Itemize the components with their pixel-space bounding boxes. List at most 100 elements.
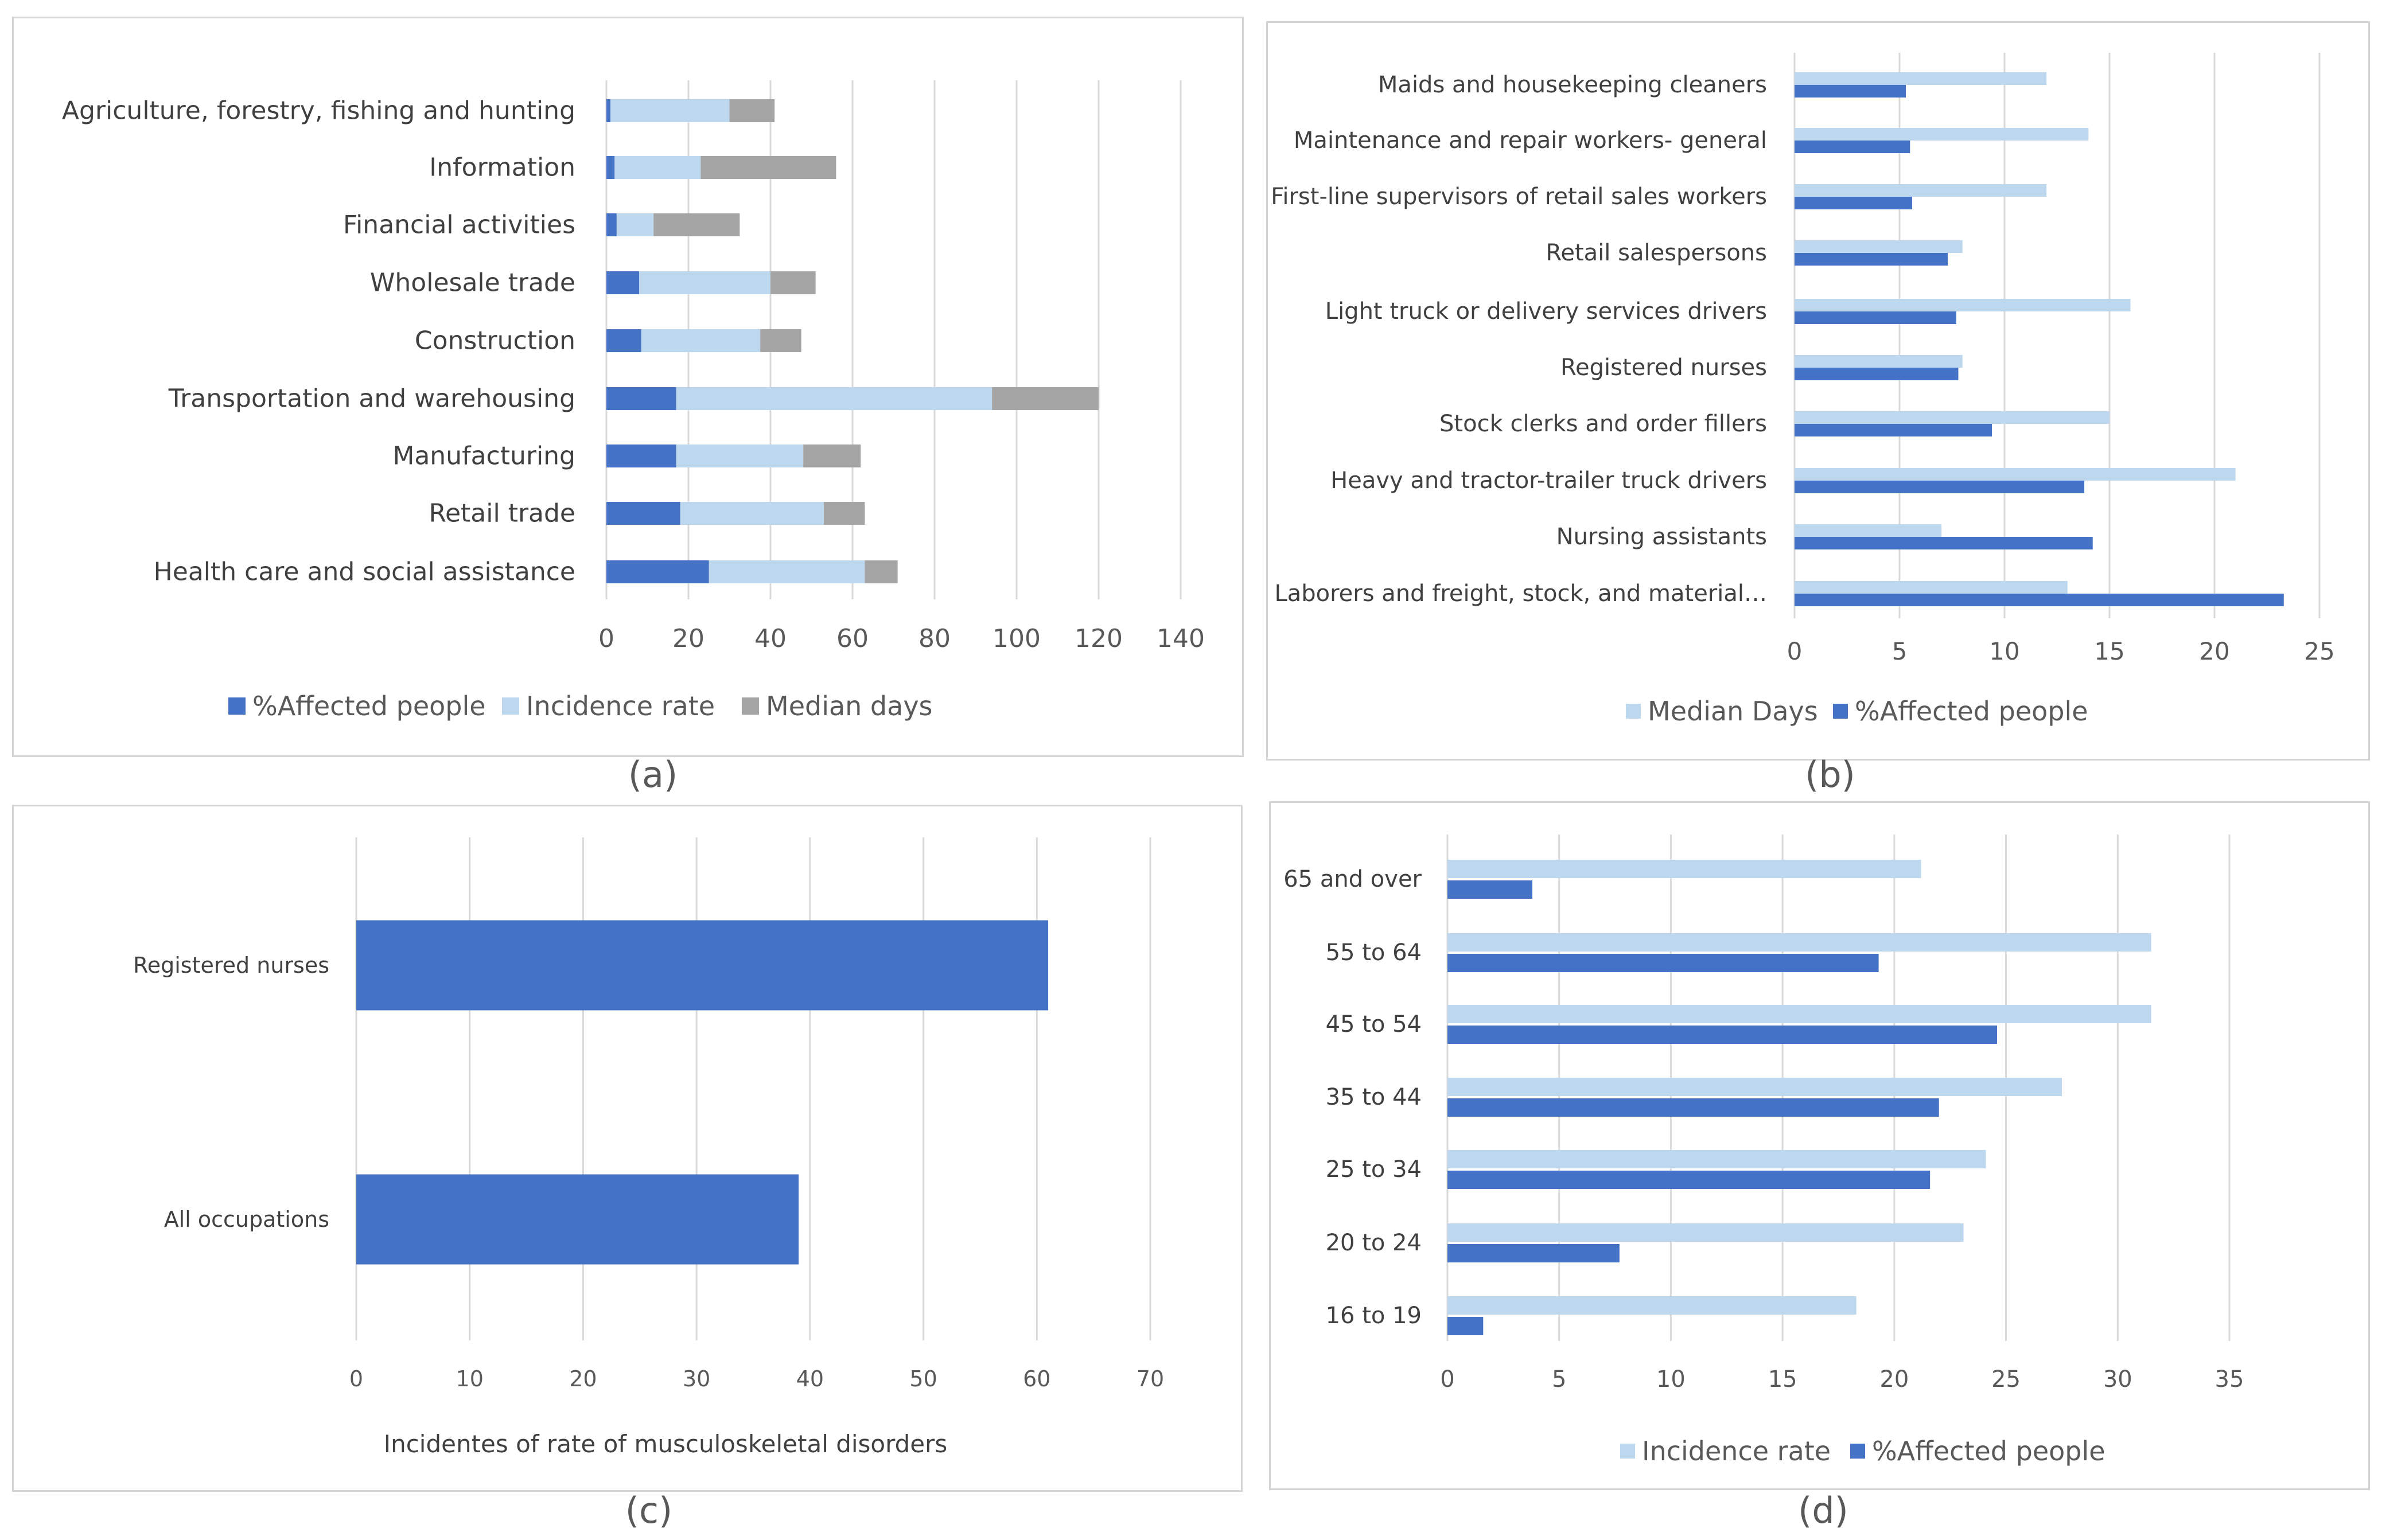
- x-tick-label: 0: [349, 1366, 363, 1391]
- caption-c: (c): [625, 1490, 672, 1531]
- bar: [1447, 860, 1921, 878]
- bar: [1795, 311, 1956, 324]
- category-label: Registered nurses: [133, 953, 329, 978]
- bar: [676, 445, 804, 467]
- bar: [641, 329, 761, 352]
- x-tick-label: 30: [2103, 1366, 2132, 1393]
- legend-swatch: [228, 697, 246, 715]
- category-label: Retail salespersons: [1546, 240, 1767, 266]
- x-tick-label: 140: [1157, 624, 1205, 653]
- bar: [606, 213, 617, 236]
- legend-label: %Affected people: [1855, 696, 2088, 727]
- category-label: Maintenance and repair workers- general: [1294, 127, 1767, 154]
- category-label: 65 and over: [1283, 866, 1422, 892]
- legend-label: Incidence rate: [526, 691, 715, 722]
- bar: [803, 445, 861, 467]
- category-label: Health care and social assistance: [154, 557, 575, 587]
- x-tick-label: 5: [1552, 1366, 1566, 1393]
- x-tick-label: 35: [2215, 1366, 2244, 1393]
- bar: [1795, 299, 2131, 311]
- legend-swatch: [1626, 704, 1641, 719]
- x-tick-label: 10: [1656, 1366, 1686, 1393]
- legend-label: Incidence rate: [1642, 1436, 1831, 1467]
- bar: [1447, 954, 1879, 972]
- caption-d: (d): [1798, 1490, 1848, 1531]
- x-tick-label: 60: [836, 624, 869, 653]
- x-axis-title: Incidentes of rate of musculoskeletal di…: [384, 1430, 948, 1458]
- category-label: All occupations: [164, 1207, 329, 1232]
- bar: [356, 920, 1049, 1011]
- legend-label: Median Days: [1648, 696, 1818, 727]
- bar: [1447, 1317, 1484, 1335]
- x-tick-label: 50: [909, 1366, 937, 1391]
- bar: [610, 99, 730, 122]
- x-tick-label: 25: [1991, 1366, 2021, 1393]
- bar: [770, 271, 816, 294]
- bar: [1447, 1244, 1620, 1262]
- bar: [1447, 1098, 1939, 1117]
- bar: [1447, 1171, 1930, 1189]
- legend-swatch: [1833, 704, 1848, 719]
- bar: [700, 156, 836, 179]
- bar: [823, 502, 865, 525]
- bar: [606, 99, 611, 122]
- x-tick-label: 120: [1075, 624, 1123, 653]
- x-tick-label: 30: [683, 1366, 710, 1391]
- bar: [1795, 240, 1963, 253]
- bar: [1795, 72, 2047, 85]
- legend-swatch: [1850, 1444, 1865, 1459]
- bar: [606, 271, 640, 294]
- category-label: Wholesale trade: [370, 268, 575, 298]
- bar: [1795, 594, 2284, 606]
- bar: [1447, 933, 2151, 952]
- panel-d-frame: [1269, 801, 2370, 1490]
- bar: [760, 329, 801, 352]
- category-label: Information: [429, 153, 575, 182]
- bar: [606, 156, 615, 179]
- category-label: Construction: [415, 326, 575, 356]
- bar: [1447, 1150, 1986, 1168]
- x-tick-label: 0: [598, 624, 614, 653]
- bar: [709, 560, 865, 583]
- x-tick-label: 10: [1989, 637, 2019, 665]
- category-label: Manufacturing: [392, 442, 575, 471]
- chart-panel-a: 0 20 40 60 80 100 120 140 Agriculture, forestry,…: [62, 80, 1205, 722]
- bar: [1795, 141, 1910, 153]
- category-label: Laborers and freight, stock, and materia…: [1274, 580, 1767, 607]
- category-label: 55 to 64: [1326, 939, 1422, 966]
- category-label: Maids and housekeeping cleaners: [1378, 72, 1767, 98]
- bar: [1447, 1026, 1997, 1044]
- bar: [653, 213, 740, 236]
- bar: [1795, 128, 2089, 141]
- bar: [639, 271, 770, 294]
- bar: [1447, 1223, 1964, 1242]
- bar: [1447, 880, 1532, 899]
- bar: [606, 387, 676, 410]
- x-tick-label: 10: [456, 1366, 484, 1391]
- category-label: Retail trade: [429, 499, 575, 528]
- bar: [1795, 524, 1942, 537]
- x-tick-label: 20: [672, 624, 705, 653]
- x-tick-label: 60: [1023, 1366, 1050, 1391]
- x-tick-label: 20: [2199, 637, 2229, 665]
- category-label: 35 to 44: [1326, 1084, 1422, 1110]
- bar: [606, 560, 709, 583]
- category-label: Stock clerks and order fillers: [1439, 411, 1767, 437]
- x-tick-label: 15: [2094, 637, 2124, 665]
- legend-label: %Affected people: [252, 691, 486, 722]
- x-tick-label: 0: [1440, 1366, 1454, 1393]
- chart-panel-b: 0 5 10 15 20 25 Maids and housekeeping cleaner…: [1271, 53, 2335, 727]
- x-tick-label: 25: [2304, 637, 2334, 665]
- x-tick-label: 80: [918, 624, 951, 653]
- x-tick-label: 70: [1136, 1366, 1164, 1391]
- x-tick-label: 0: [1787, 637, 1803, 665]
- bar: [606, 329, 641, 352]
- category-label: Agriculture, forestry, fishing and hunti…: [62, 96, 575, 126]
- category-label: Transportation and warehousing: [168, 384, 575, 414]
- legend-swatch: [742, 697, 759, 715]
- bar: [865, 560, 898, 583]
- bar: [676, 387, 992, 410]
- bar: [1795, 424, 1992, 436]
- bar: [1795, 411, 2109, 424]
